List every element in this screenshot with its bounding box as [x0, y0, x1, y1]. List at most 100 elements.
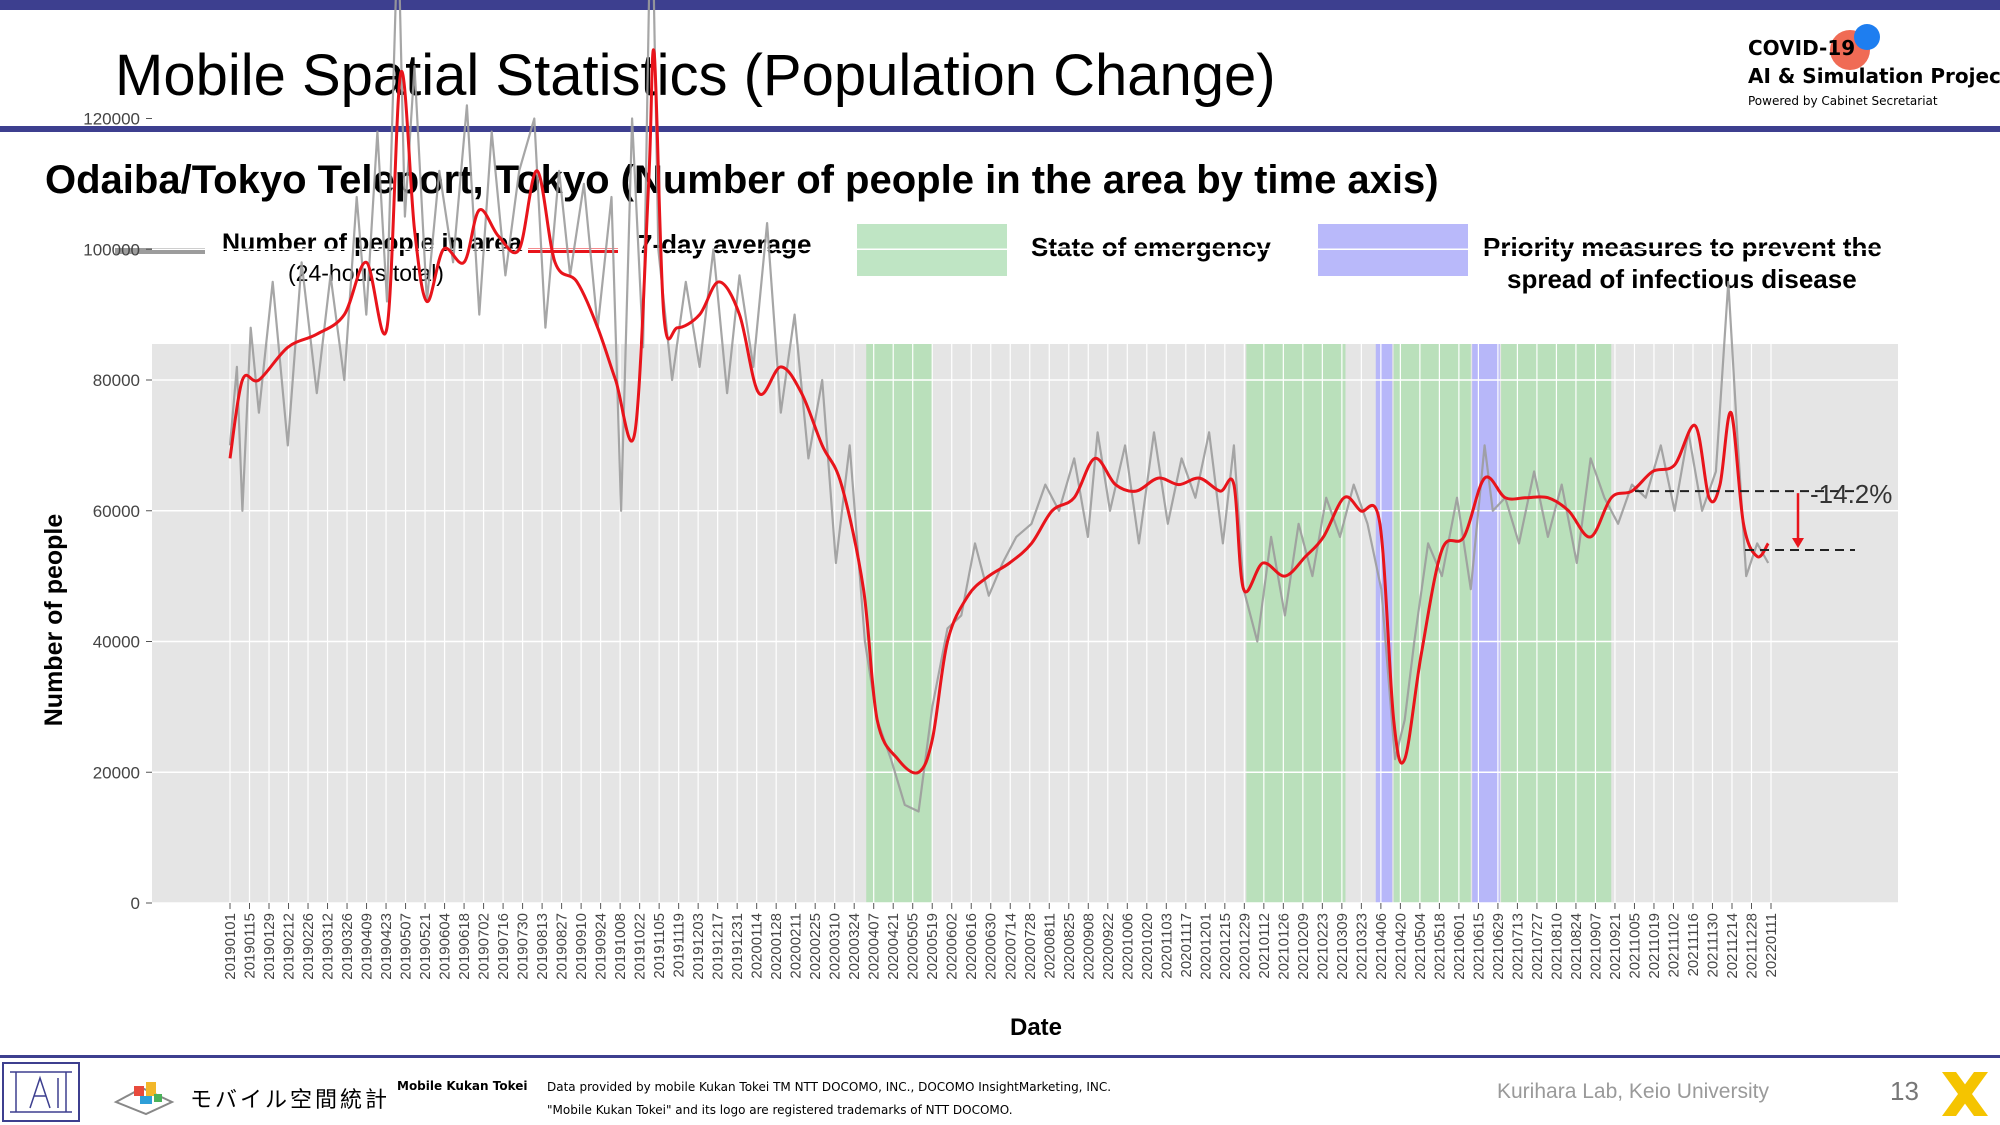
brand-jp: モバイル空間統計	[190, 1088, 391, 1113]
x-tick-label-4: 20190226	[300, 913, 317, 980]
x-tick-label-20: 20191008	[612, 913, 629, 980]
x-tick-label-64: 20210615	[1470, 913, 1487, 980]
x-tick-label-10: 20190521	[417, 913, 434, 980]
x-tick-label-48: 20201103	[1158, 913, 1175, 979]
x-tick-label-49: 20201117	[1178, 913, 1195, 978]
x-tick-label-27: 20200114	[749, 913, 766, 979]
x-axis-title: Date	[1010, 1014, 1062, 1041]
emergency-period-1	[1246, 344, 1346, 903]
x-tick-label-52: 20201229	[1236, 913, 1253, 980]
x-tick-label-9: 20190507	[398, 913, 415, 980]
x-tick-label-78: 20211228	[1743, 913, 1760, 979]
x-tick-label-17: 20190827	[554, 913, 571, 980]
x-tick-label-44: 20200908	[1080, 913, 1097, 980]
x-tick-label-59: 20210406	[1373, 913, 1390, 980]
y-tick-label-0: 0	[131, 894, 140, 913]
x-tick-label-39: 20200630	[983, 913, 1000, 980]
y-tick-label-4: 80000	[93, 371, 140, 390]
y-tick-label-2: 40000	[93, 633, 140, 652]
x-tick-label-77: 20211214	[1724, 913, 1741, 979]
credit-line-2: "Mobile Kukan Tokei" and its logo are re…	[547, 1103, 1013, 1117]
x-tick-label-34: 20200421	[885, 913, 902, 980]
x-tick-label-63: 20210601	[1451, 913, 1468, 980]
x-tick-label-62: 20210518	[1431, 913, 1448, 980]
x-tick-label-67: 20210727	[1529, 913, 1546, 980]
legend-priority-label-2: spread of infectious disease	[1507, 264, 1857, 294]
lab-logo-icon	[2, 1062, 80, 1122]
x-tick-label-11: 20190604	[437, 913, 454, 980]
x-tick-label-74: 20211102	[1665, 913, 1682, 978]
mobile-kukan-logo-icon	[113, 1082, 175, 1116]
x-tick-label-57: 20210309	[1334, 913, 1351, 980]
x-tick-label-30: 20200225	[807, 913, 824, 980]
logo-blue-dot	[1854, 24, 1880, 50]
x-tick-label-58: 20210323	[1353, 913, 1370, 980]
x-tick-label-12: 20190618	[456, 913, 473, 980]
x-tick-label-24: 20191203	[690, 913, 707, 980]
x-tick-label-72: 20211005	[1626, 913, 1643, 979]
legend-daily-swatch	[115, 248, 205, 254]
x-tick-label-3: 20190212	[281, 913, 298, 980]
x-brand-icon	[1942, 1072, 1988, 1116]
x-tick-label-5: 20190312	[320, 913, 337, 980]
x-tick-label-65: 20210629	[1490, 913, 1507, 980]
x-tick-label-41: 20200728	[1022, 913, 1039, 980]
y-axis-title: Number of people	[40, 514, 68, 727]
chart-subtitle: Odaiba/Tokyo Teleport, Tokyo (Number of …	[45, 158, 1439, 202]
x-tick-label-68: 20210810	[1548, 913, 1565, 980]
x-tick-label-50: 20201201	[1197, 913, 1214, 980]
x-tick-label-36: 20200519	[924, 913, 941, 980]
x-tick-label-8: 20190423	[378, 913, 395, 980]
seven-day-average-line	[228, 48, 1770, 775]
x-tick-label-21: 20191022	[632, 913, 649, 980]
x-tick-label-66: 20210713	[1509, 913, 1526, 980]
x-tick-label-37: 20200602	[944, 913, 961, 980]
legend-priority-label-1: Priority measures to prevent the	[1483, 232, 1882, 262]
x-tick-label-47: 20201020	[1139, 913, 1156, 980]
x-tick-label-29: 20200211	[788, 913, 805, 979]
x-tick-label-13: 20190702	[476, 913, 493, 980]
legend-emergency-label: State of emergency	[1031, 232, 1271, 262]
x-tick-label-18: 20190910	[573, 913, 590, 980]
credit-line-1: Data provided by mobile Kukan Tokei TM N…	[547, 1080, 1112, 1094]
x-tick-label-42: 20200811	[1041, 913, 1058, 979]
x-tick-label-45: 20200922	[1100, 913, 1117, 980]
x-tick-label-22: 20191105	[651, 913, 668, 979]
footer-divider	[0, 1055, 2000, 1058]
y-tick-label-5: 100000	[83, 240, 140, 259]
x-tick-label-54: 20210126	[1275, 913, 1292, 980]
x-tick-label-56: 20210223	[1314, 913, 1331, 980]
x-tick-label-38: 20200616	[963, 913, 980, 980]
legend-average-label: 7-day average	[638, 229, 812, 259]
x-tick-label-35: 20200505	[905, 913, 922, 980]
x-tick-label-60: 20210420	[1392, 913, 1409, 980]
x-tick-label-71: 20210921	[1607, 913, 1624, 980]
x-tick-label-70: 20210907	[1587, 913, 1604, 980]
page-number: 13	[1890, 1076, 1919, 1106]
project-logo: COVID-19 AI & Simulation Project Powered…	[1748, 24, 2000, 118]
brand-en: Mobile Kukan Tokei	[397, 1079, 528, 1093]
x-tick-label-61: 20210504	[1412, 913, 1429, 980]
x-tick-label-46: 20201006	[1119, 913, 1136, 980]
y-tick-label-6: 120000	[83, 110, 140, 129]
page-title: Mobile Spatial Statistics (Population Ch…	[115, 43, 1276, 108]
logo-line-3: Powered by Cabinet Secretariat	[1748, 94, 1938, 108]
x-tick-label-51: 20201215	[1217, 913, 1234, 980]
x-tick-label-75: 20211116	[1685, 913, 1702, 976]
logo-line-2: AI & Simulation Project	[1748, 64, 2000, 88]
x-tick-label-16: 20190813	[534, 913, 551, 980]
x-tick-label-23: 20191119	[671, 913, 688, 978]
x-tick-label-0: 20190101	[222, 913, 239, 980]
x-tick-label-69: 20210824	[1568, 913, 1585, 980]
top-accent-bar	[0, 0, 2000, 10]
emergency-period-3	[1393, 344, 1471, 903]
lab-credit: Kurihara Lab, Keio University	[1497, 1080, 1769, 1103]
x-tick-label-26: 20191231	[729, 913, 746, 980]
plot-background	[152, 344, 1898, 903]
annotation-label: -14.2%	[1810, 479, 1892, 509]
x-tick-label-55: 20210209	[1295, 913, 1312, 980]
x-tick-label-40: 20200714	[1002, 913, 1019, 980]
x-tick-label-6: 20190326	[339, 913, 356, 980]
x-tick-label-1: 20190115	[242, 913, 259, 979]
